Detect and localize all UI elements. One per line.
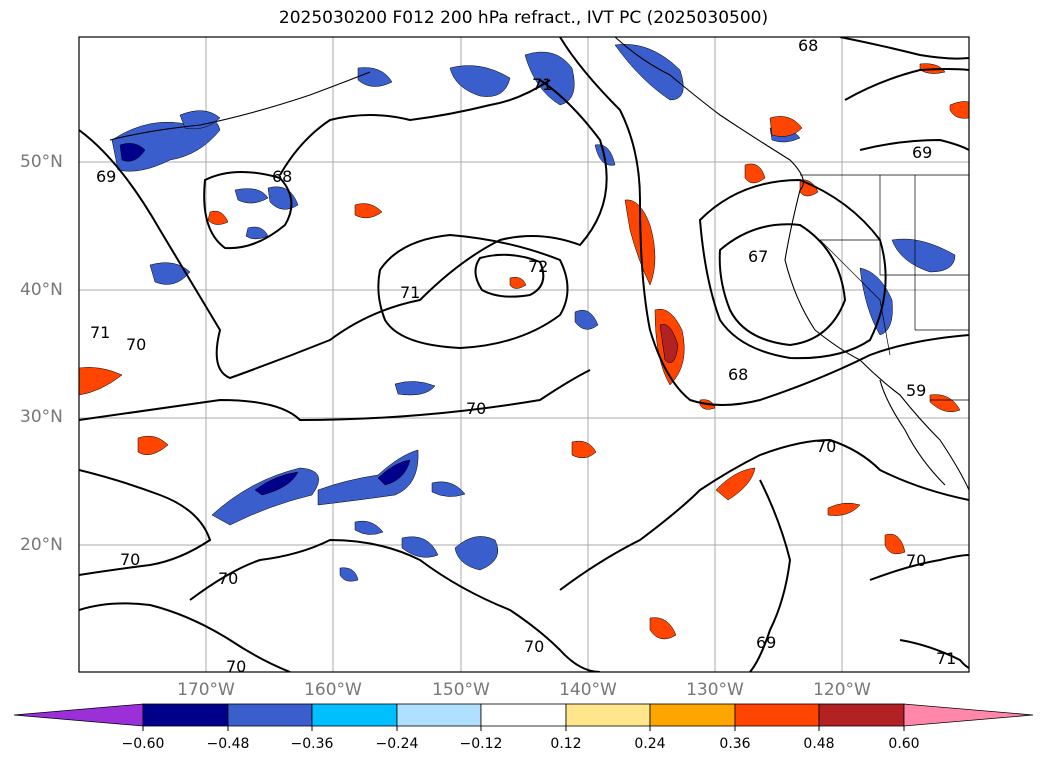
lon-label: 150°W bbox=[432, 680, 490, 700]
contour-label: 72 bbox=[528, 257, 548, 276]
colorbar-segment bbox=[311, 703, 398, 727]
negative-anomaly-patches bbox=[111, 44, 956, 582]
map-area: 68 71 69 68 67 72 71 69 71 70 68 59 70 7… bbox=[79, 36, 969, 676]
contour-label: 68 bbox=[798, 36, 818, 55]
colorbar-tick-label: −0.36 bbox=[290, 736, 334, 752]
contour-label: 69 bbox=[96, 167, 116, 186]
colorbar-extend-max bbox=[903, 703, 1034, 727]
contour-label: 71 bbox=[90, 323, 110, 342]
contour-label: 70 bbox=[524, 637, 544, 656]
colorbar-segment bbox=[565, 703, 651, 727]
contour-label: 70 bbox=[218, 569, 238, 588]
colorbar-tick-label: −0.48 bbox=[206, 736, 250, 752]
contour-label: 69 bbox=[912, 143, 932, 162]
colorbar-ticks bbox=[142, 726, 905, 731]
contour-label: 68 bbox=[728, 365, 748, 384]
contour-label: 71 bbox=[400, 283, 420, 302]
map-title: 2025030200 F012 200 hPa refract., IVT PC… bbox=[278, 8, 769, 28]
lon-label: 160°W bbox=[304, 680, 362, 700]
lat-label: 20°N bbox=[20, 535, 63, 555]
contour-label: 70 bbox=[906, 551, 926, 570]
colorbar-segment bbox=[227, 703, 313, 727]
contour-label: 70 bbox=[120, 550, 140, 569]
contour-label: 59 bbox=[906, 381, 926, 400]
lat-label: 30°N bbox=[20, 407, 63, 427]
refractivity-contours bbox=[79, 37, 969, 672]
contour-labels: 68 71 69 68 67 72 71 69 71 70 68 59 70 7… bbox=[90, 36, 956, 676]
contour-label: 70 bbox=[466, 399, 486, 418]
gridlines bbox=[79, 37, 969, 672]
contour-label: 70 bbox=[226, 657, 246, 676]
colorbar-tick-label: 0.48 bbox=[803, 736, 835, 752]
colorbar-segment bbox=[480, 703, 567, 727]
colorbar-segment bbox=[818, 703, 905, 727]
colorbar-extend-min bbox=[13, 703, 144, 727]
lat-label: 40°N bbox=[20, 280, 63, 300]
colorbar-tick-label: 0.36 bbox=[719, 736, 751, 752]
colorbar-tick-label: 0.24 bbox=[634, 736, 666, 752]
colorbar-tick-label: −0.24 bbox=[375, 736, 419, 752]
lat-label: 50°N bbox=[20, 152, 63, 172]
colorbar-segment bbox=[142, 703, 229, 727]
lon-label: 130°W bbox=[686, 680, 744, 700]
colorbar-tick-label: −0.60 bbox=[121, 736, 165, 752]
positive-anomaly-patches bbox=[79, 63, 969, 640]
lon-label: 170°W bbox=[177, 680, 235, 700]
colorbar-tick-label: 0.60 bbox=[888, 736, 920, 752]
lon-label: 120°W bbox=[813, 680, 871, 700]
colorbar-segment bbox=[649, 703, 736, 727]
colorbar bbox=[13, 703, 1034, 727]
map-frame bbox=[78, 36, 970, 673]
contour-label: 70 bbox=[816, 437, 836, 456]
contour-label: 71 bbox=[936, 649, 956, 668]
state-borders bbox=[800, 174, 969, 401]
lon-label: 140°W bbox=[559, 680, 617, 700]
contour-label: 67 bbox=[748, 247, 768, 266]
contour-label: 70 bbox=[126, 335, 146, 354]
colorbar-tick-label: 0.12 bbox=[550, 736, 582, 752]
contour-label: 71 bbox=[532, 75, 552, 94]
contour-label: 69 bbox=[756, 633, 776, 652]
colorbar-segment bbox=[396, 703, 482, 727]
contour-label: 68 bbox=[272, 167, 292, 186]
colorbar-segment bbox=[734, 703, 820, 727]
colorbar-tick-label: −0.12 bbox=[459, 736, 503, 752]
